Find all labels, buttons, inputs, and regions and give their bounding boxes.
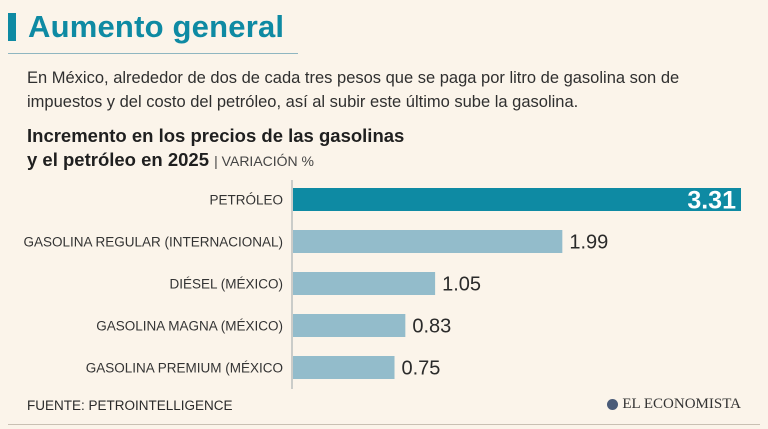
brand-logo: EL ECONOMISTA [607,396,741,413]
bottom-divider [8,424,760,425]
value-label: 1.05 [442,274,481,296]
intro-text: En México, alrededor de dos de cada tres… [27,69,680,111]
chart-title: Incremento en los precios de las gasolin… [27,124,404,173]
value-label: 3.31 [687,187,736,215]
bar [293,272,436,295]
category-label: PETRÓLEO [209,193,283,208]
bar [293,356,395,379]
category-label: GASOLINA MAGNA (MÉXICO) [96,319,283,334]
category-label: DIÉSEL (MÉXICO) [169,277,283,292]
bar [293,314,406,337]
chart-title-line2: y el petróleo en 2025 [27,149,210,170]
chart-title-line2-wrap: y el petróleo en 2025 | VARIACIÓN % [27,148,404,173]
bar [293,230,563,253]
category-label: GASOLINA PREMIUM (MÉXICO [86,361,283,376]
source-note: FUENTE: PETROINTELLIGENCE [27,398,233,413]
value-label: 0.83 [412,316,451,338]
chart-title-line1: Incremento en los precios de las gasolin… [27,125,405,146]
value-label: 1.99 [569,232,608,254]
category-label: GASOLINA REGULAR (INTERNACIONAL) [23,235,283,250]
brand-name: EL ECONOMISTA [622,396,741,412]
title-block: Aumento general [8,9,298,54]
bar [293,188,741,211]
page-title: Aumento general [28,9,285,44]
title-accent-bar [8,13,16,41]
brand-globe-icon [607,399,619,410]
value-label: 0.75 [402,358,441,380]
chart-subtitle: | VARIACIÓN % [214,153,314,169]
